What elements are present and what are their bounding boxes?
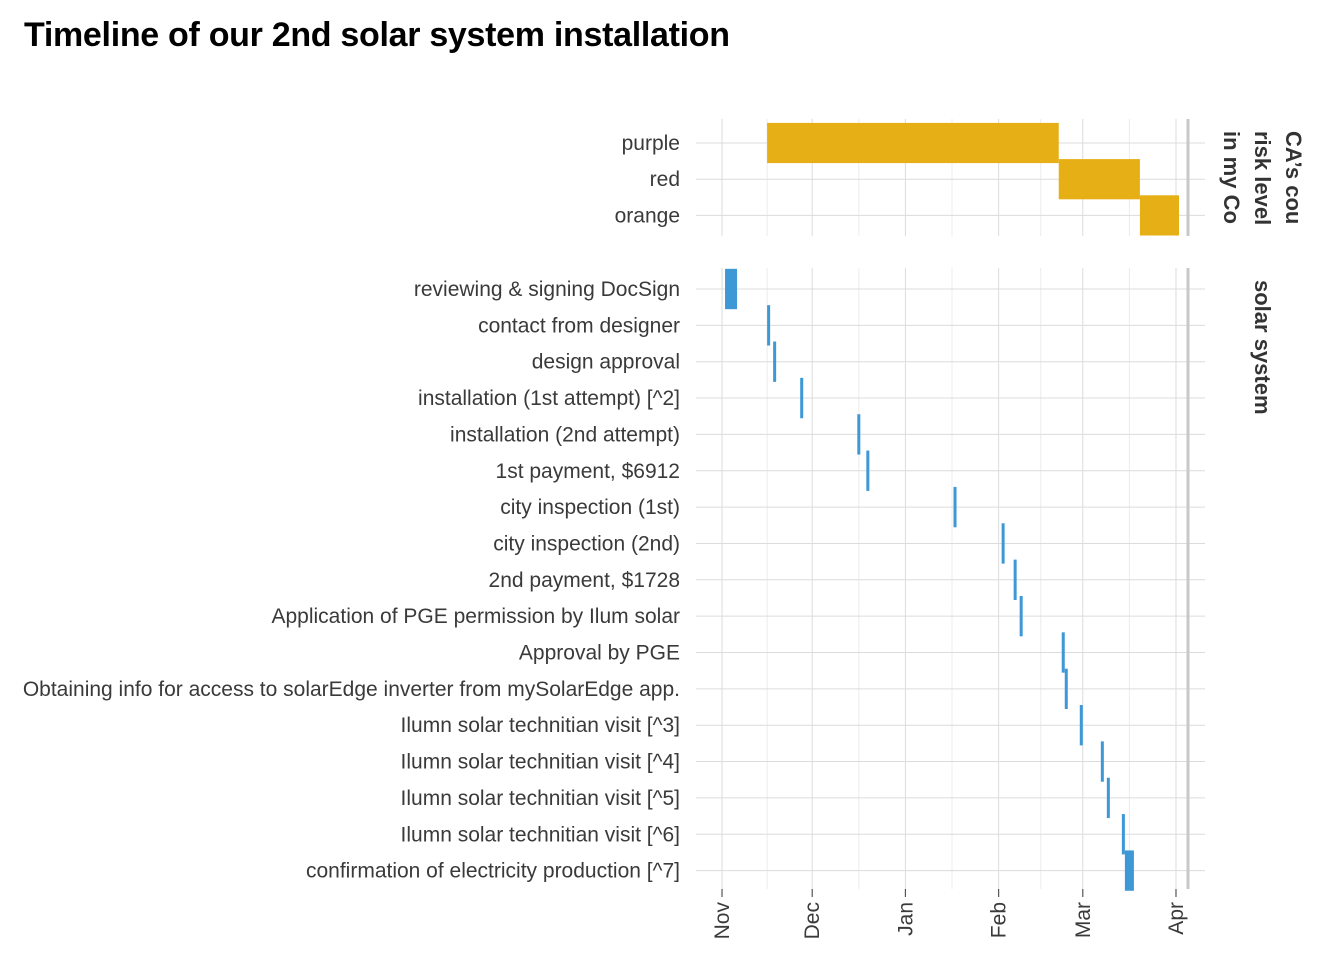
task-bar — [767, 305, 771, 346]
x-tick-label: Dec — [801, 902, 824, 939]
task-label: reviewing & signing DocSign — [414, 278, 680, 301]
task-bar — [1058, 159, 1140, 200]
task-label: contact from designer — [478, 314, 680, 337]
x-tick-label: Apr — [1165, 902, 1188, 935]
task-bar — [1013, 559, 1017, 600]
task-bar — [800, 377, 804, 419]
task-label: Application of PGE permission by Ilum so… — [271, 605, 680, 628]
task-label: orange — [615, 204, 680, 227]
chart-title: Timeline of our 2nd solar system install… — [24, 16, 730, 54]
task-bar — [953, 486, 957, 528]
task-label: Ilumn solar technitian visit [^6] — [401, 823, 680, 846]
task-label: Ilumn solar technitian visit [^3] — [401, 714, 680, 737]
x-tick-label: Nov — [711, 902, 734, 940]
strip-label-line: solar system — [1250, 280, 1275, 415]
task-bar — [857, 414, 861, 455]
task-label: Ilumn solar technitian visit [^5] — [401, 787, 680, 810]
task-label: city inspection (1st) — [500, 496, 680, 519]
task-bar — [767, 122, 1059, 164]
task-bar — [1121, 814, 1125, 855]
x-axis: Nov Dec Jan Feb Mar Apr — [711, 889, 1188, 939]
task-label: Obtaining info for access to solarEdge i… — [23, 678, 680, 701]
grid-lines — [696, 119, 1205, 889]
task-label: installation (2nd attempt) — [450, 423, 680, 446]
x-tick-label: Feb — [988, 902, 1011, 938]
task-label: confirmation of electricity production [… — [306, 860, 680, 883]
task-bar — [773, 341, 777, 382]
strip-label-line: CA’s cou — [1281, 131, 1306, 224]
task-label: 2nd payment, $1728 — [489, 569, 680, 592]
task-bar — [1124, 850, 1134, 891]
x-tick-label: Jan — [894, 902, 917, 936]
task-bar — [1106, 777, 1110, 819]
task-label: city inspection (2nd) — [493, 532, 680, 555]
task-label: Approval by PGE — [519, 642, 680, 665]
x-tick-label: Mar — [1072, 902, 1095, 938]
task-label: red — [650, 168, 680, 191]
task-label: Ilumn solar technitian visit [^4] — [401, 751, 680, 774]
y-axis-labels: purple red orange reviewing & signing DocSi… — [23, 132, 680, 883]
task-label: 1st payment, $6912 — [496, 460, 680, 483]
task-bar — [1139, 195, 1179, 236]
task-label: purple — [622, 132, 680, 155]
strip-label-line: in my Co — [1219, 131, 1244, 224]
strip-label-line: risk level — [1250, 131, 1275, 225]
task-bar — [1001, 523, 1005, 564]
task-bar — [1079, 705, 1083, 746]
task-label: design approval — [532, 351, 680, 374]
task-label: installation (1st attempt) [^2] — [418, 387, 680, 410]
bars — [725, 122, 1179, 891]
task-bar — [725, 268, 738, 310]
task-bar — [1100, 741, 1104, 782]
task-bar — [1061, 632, 1065, 673]
task-bar — [1019, 595, 1023, 637]
task-bar — [866, 450, 870, 491]
task-bar — [1064, 668, 1068, 710]
